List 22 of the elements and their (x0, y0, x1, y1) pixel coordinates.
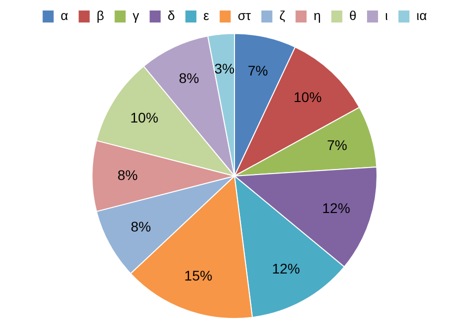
legend-label: β (96, 8, 104, 24)
data-label: 15% (184, 267, 212, 284)
legend-label: α (60, 8, 69, 24)
data-label: 8% (118, 166, 138, 183)
legend-label: η (314, 8, 321, 24)
data-label: 10% (294, 88, 322, 105)
data-label: 12% (322, 200, 350, 216)
data-label: 3% (214, 60, 235, 76)
legend-label: ια (416, 8, 428, 24)
legend-label: ζ (279, 8, 286, 24)
legend-label: ι (385, 8, 388, 24)
legend-label: δ (168, 8, 175, 24)
data-label: 8% (130, 218, 151, 234)
legend-label: ε (203, 8, 210, 24)
data-label: 7% (248, 62, 268, 79)
legend-label: στ (238, 8, 252, 24)
legend-label: θ (349, 8, 357, 24)
data-label: 8% (178, 70, 200, 86)
data-label: 7% (327, 137, 348, 154)
data-label: 12% (272, 260, 300, 277)
data-label: 10% (130, 110, 158, 126)
legend-label: γ (132, 8, 140, 24)
